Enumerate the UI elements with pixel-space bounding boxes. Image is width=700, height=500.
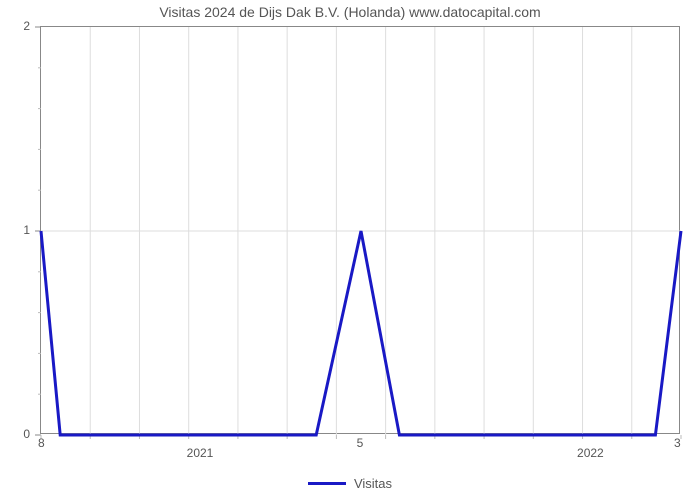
series-line [41,231,681,435]
y-tick-label: 0 [0,427,30,441]
plot-svg [41,27,681,435]
y-tick-label: 1 [0,223,30,237]
legend-line [308,482,346,485]
x-tick-label: 2021 [187,446,214,460]
chart-container: Visitas 2024 de Dijs Dak B.V. (Holanda) … [0,0,700,500]
x-corner-label-left: 8 [38,436,45,450]
x-tick-label: 2022 [577,446,604,460]
legend: Visitas [0,472,700,491]
x-mid-label: 5 [357,436,364,450]
plot-area [40,26,680,434]
x-corner-label-right: 3 [674,436,681,450]
chart-title: Visitas 2024 de Dijs Dak B.V. (Holanda) … [0,4,700,20]
y-tick-label: 2 [0,19,30,33]
legend-label: Visitas [354,476,392,491]
